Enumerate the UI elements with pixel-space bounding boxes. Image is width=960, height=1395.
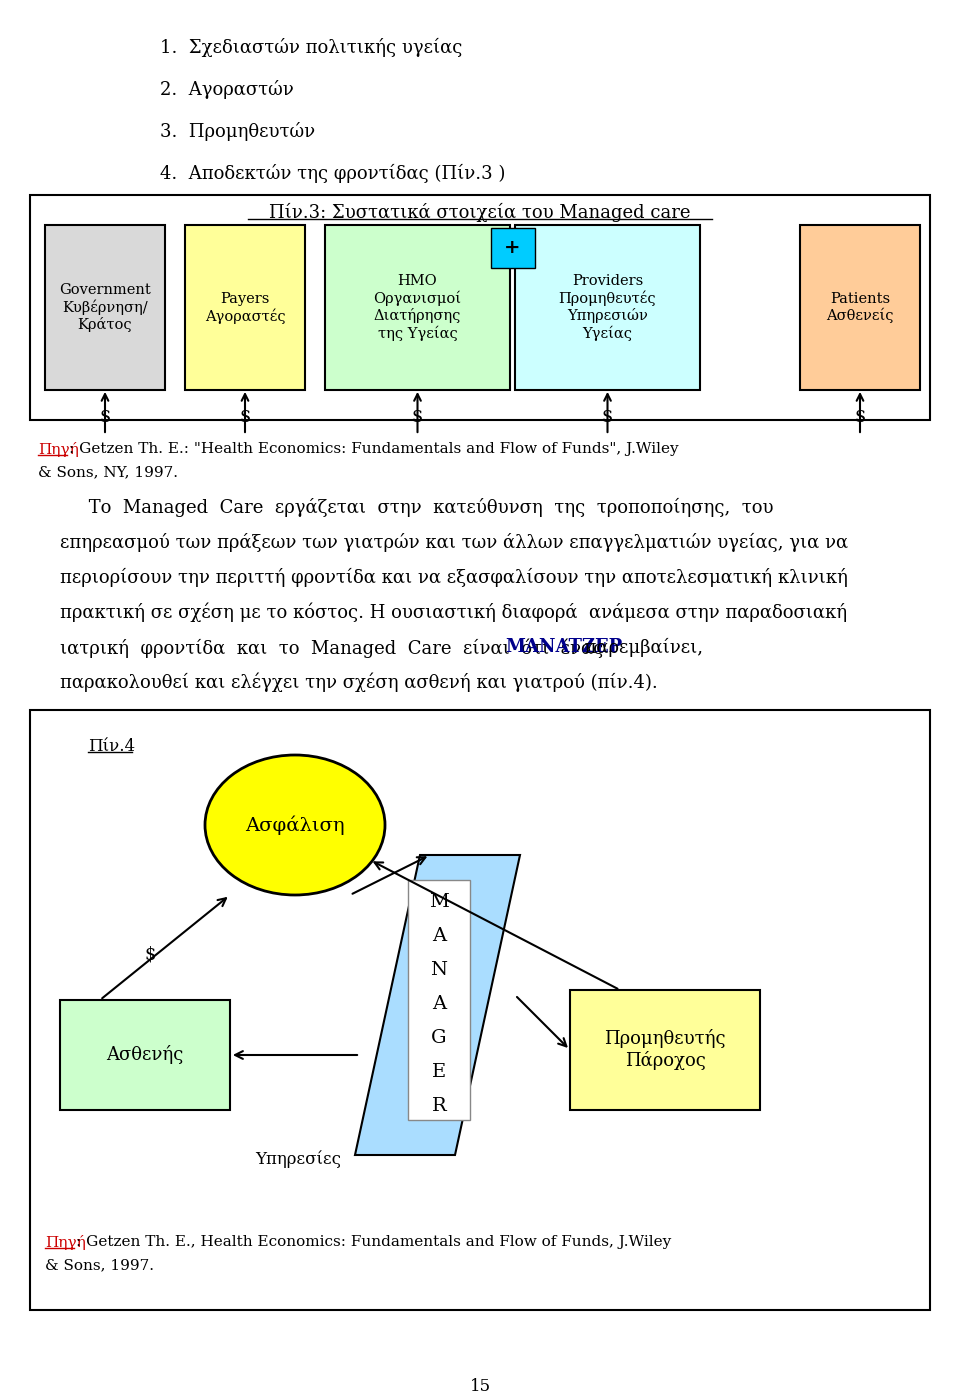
Bar xyxy=(491,227,535,268)
Text: Υπηρεσίες: Υπηρεσίες xyxy=(255,1149,341,1168)
Text: περιορίσουν την περιττή φροντίδα και να εξασφαλίσουν την αποτελεσματική κλινική: περιορίσουν την περιττή φροντίδα και να … xyxy=(60,568,848,587)
Text: Το  Managed  Care  εργάζεται  στην  κατεύθυνση  της  τροποποίησης,  του: Το Managed Care εργάζεται στην κατεύθυνσ… xyxy=(60,498,774,518)
Text: Προμηθευτής
Πάροχος: Προμηθευτής Πάροχος xyxy=(604,1030,726,1070)
Text: Payers
Αγοραστές: Payers Αγοραστές xyxy=(204,292,285,324)
Text: & Sons, 1997.: & Sons, 1997. xyxy=(45,1258,154,1272)
Text: $: $ xyxy=(99,407,110,425)
Text: Πίν.3: Συστατικά στοιχεία του Managed care: Πίν.3: Συστατικά στοιχεία του Managed ca… xyxy=(269,204,691,222)
Text: Ασφάλιση: Ασφάλιση xyxy=(245,815,345,834)
Text: Providers
Προμηθευτές
Υπηρεσιών
Υγείας: Providers Προμηθευτές Υπηρεσιών Υγείας xyxy=(559,273,657,340)
Bar xyxy=(60,1000,230,1110)
Text: ιατρική  φροντίδα  και  το  Managed  Care  είναι  ότι  ένας: ιατρική φροντίδα και το Managed Care είν… xyxy=(60,638,614,657)
Text: επηρεασμού των πράξεων των γιατρών και των άλλων επαγγελματιών υγείας, για να: επηρεασμού των πράξεων των γιατρών και τ… xyxy=(60,533,848,552)
Text: 4.  Αποδεκτών της φροντίδας (Πίν.3 ): 4. Αποδεκτών της φροντίδας (Πίν.3 ) xyxy=(160,165,505,183)
Text: Patients
Ασθενείς: Patients Ασθενείς xyxy=(827,292,894,324)
Bar xyxy=(30,710,930,1310)
Text: & Sons, NY, 1997.: & Sons, NY, 1997. xyxy=(38,465,178,478)
Bar xyxy=(570,990,760,1110)
Bar xyxy=(45,225,165,391)
Text: $: $ xyxy=(602,407,613,425)
Bar xyxy=(515,225,700,391)
Text: 1.  Σχεδιαστών πολιτικής υγείας: 1. Σχεδιαστών πολιτικής υγείας xyxy=(160,38,463,57)
Text: πρακτική σε σχέση με το κόστος. Η ουσιαστική διαφορά  ανάμεσα στην παραδοσιακή: πρακτική σε σχέση με το κόστος. Η ουσιασ… xyxy=(60,603,847,622)
Text: A: A xyxy=(432,995,446,1013)
Bar xyxy=(185,225,305,391)
Text: $: $ xyxy=(239,407,251,425)
Bar xyxy=(30,195,930,420)
Text: 3.  Προμηθευτών: 3. Προμηθευτών xyxy=(160,121,315,141)
Text: Government
Κυβέρνηση/
Κράτος: Government Κυβέρνηση/ Κράτος xyxy=(60,283,151,332)
Text: Ασθενής: Ασθενής xyxy=(107,1045,183,1064)
Text: N: N xyxy=(430,961,447,979)
Bar xyxy=(408,880,470,1120)
Text: HMO
Οργανισμοί
Διατήρησης
της Υγείας: HMO Οργανισμοί Διατήρησης της Υγείας xyxy=(373,273,462,340)
Ellipse shape xyxy=(205,755,385,896)
Text: A: A xyxy=(432,928,446,944)
Text: $: $ xyxy=(854,407,866,425)
Text: Πηγή: Πηγή xyxy=(38,442,79,458)
Bar xyxy=(800,225,920,391)
Text: M: M xyxy=(429,893,449,911)
Text: 2.  Αγοραστών: 2. Αγοραστών xyxy=(160,80,294,99)
Text: παρεμβαίνει,: παρεμβαίνει, xyxy=(573,638,704,657)
Text: R: R xyxy=(432,1096,446,1115)
Text: : Getzen Th. E.: "Health Economics: Fundamentals and Flow of Funds", J.Wiley: : Getzen Th. E.: "Health Economics: Fund… xyxy=(69,442,679,456)
Text: E: E xyxy=(432,1063,446,1081)
Text: παρακολουθεί και ελέγχει την σχέση ασθενή και γιατρού (πίν.4).: παρακολουθεί και ελέγχει την σχέση ασθεν… xyxy=(60,672,658,692)
Text: $: $ xyxy=(144,946,156,964)
Bar xyxy=(325,225,510,391)
Text: MANATZEP: MANATZEP xyxy=(505,638,622,656)
Text: +: + xyxy=(504,239,520,257)
Text: : Getzen Th. E., Health Economics: Fundamentals and Flow of Funds, J.Wiley: : Getzen Th. E., Health Economics: Funda… xyxy=(76,1235,671,1249)
Text: Πηγή: Πηγή xyxy=(45,1235,85,1250)
Text: Πίν.4: Πίν.4 xyxy=(88,738,135,755)
Polygon shape xyxy=(355,855,520,1155)
Text: $: $ xyxy=(412,407,423,425)
Text: G: G xyxy=(431,1030,446,1048)
Text: 15: 15 xyxy=(469,1378,491,1395)
